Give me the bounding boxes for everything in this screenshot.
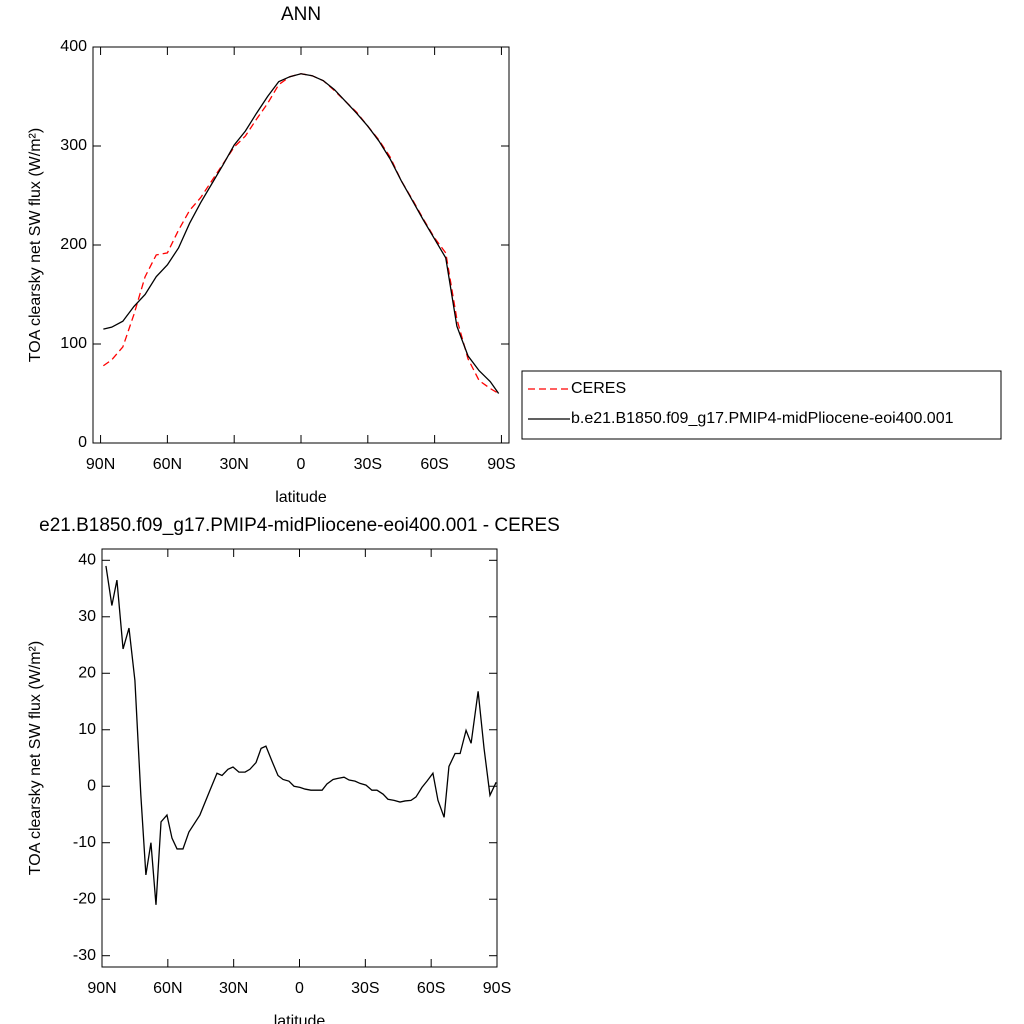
y-tick-label: -10: [73, 834, 96, 851]
data-line: [103, 73, 500, 394]
y-tick-label: 0: [87, 777, 96, 794]
y-axis-title: TOA clearsky net SW flux (W/m²): [27, 128, 44, 362]
x-tick-label: 90S: [483, 980, 511, 997]
x-tick-label: 60S: [420, 456, 448, 473]
x-axis-title: latitude: [274, 1013, 326, 1024]
chart-title: e21.B1850.f09_g17.PMIP4-midPliocene-eoi4…: [39, 515, 560, 536]
plot-frame: [92, 46, 510, 444]
legend-label: CERES: [571, 380, 626, 397]
x-tick-label: 30S: [354, 456, 382, 473]
data-line: [102, 73, 499, 395]
x-tick-label: 30N: [220, 456, 249, 473]
data-line: [105, 565, 497, 905]
y-tick-label: 200: [60, 236, 87, 253]
chart-title: ANN: [281, 4, 321, 25]
y-tick-label: 400: [60, 38, 87, 55]
y-tick-label: 300: [60, 137, 87, 154]
x-tick-label: 90N: [87, 980, 116, 997]
y-tick-label: 10: [78, 721, 96, 738]
plot-frame: [101, 548, 498, 968]
y-axis-title: TOA clearsky net SW flux (W/m²): [27, 641, 44, 875]
legend-box: [521, 370, 1002, 440]
x-tick-label: 60N: [153, 456, 182, 473]
y-tick-label: 30: [78, 608, 96, 625]
y-tick-label: -30: [73, 947, 96, 964]
x-tick-label: 90N: [86, 456, 115, 473]
y-tick-label: 0: [78, 434, 87, 451]
x-tick-label: 30N: [219, 980, 248, 997]
y-tick-label: 40: [78, 552, 96, 569]
x-tick-label: 0: [295, 980, 304, 997]
x-tick-label: 60N: [153, 980, 182, 997]
x-axis-title: latitude: [275, 489, 327, 506]
y-tick-label: 100: [60, 335, 87, 352]
x-tick-label: 90S: [487, 456, 515, 473]
x-tick-label: 0: [297, 456, 306, 473]
y-tick-label: 20: [78, 664, 96, 681]
y-tick-label: -20: [73, 890, 96, 907]
x-tick-label: 30S: [351, 980, 379, 997]
legend-label: b.e21.B1850.f09_g17.PMIP4-midPliocene-eo…: [571, 410, 954, 427]
x-tick-label: 60S: [417, 980, 445, 997]
